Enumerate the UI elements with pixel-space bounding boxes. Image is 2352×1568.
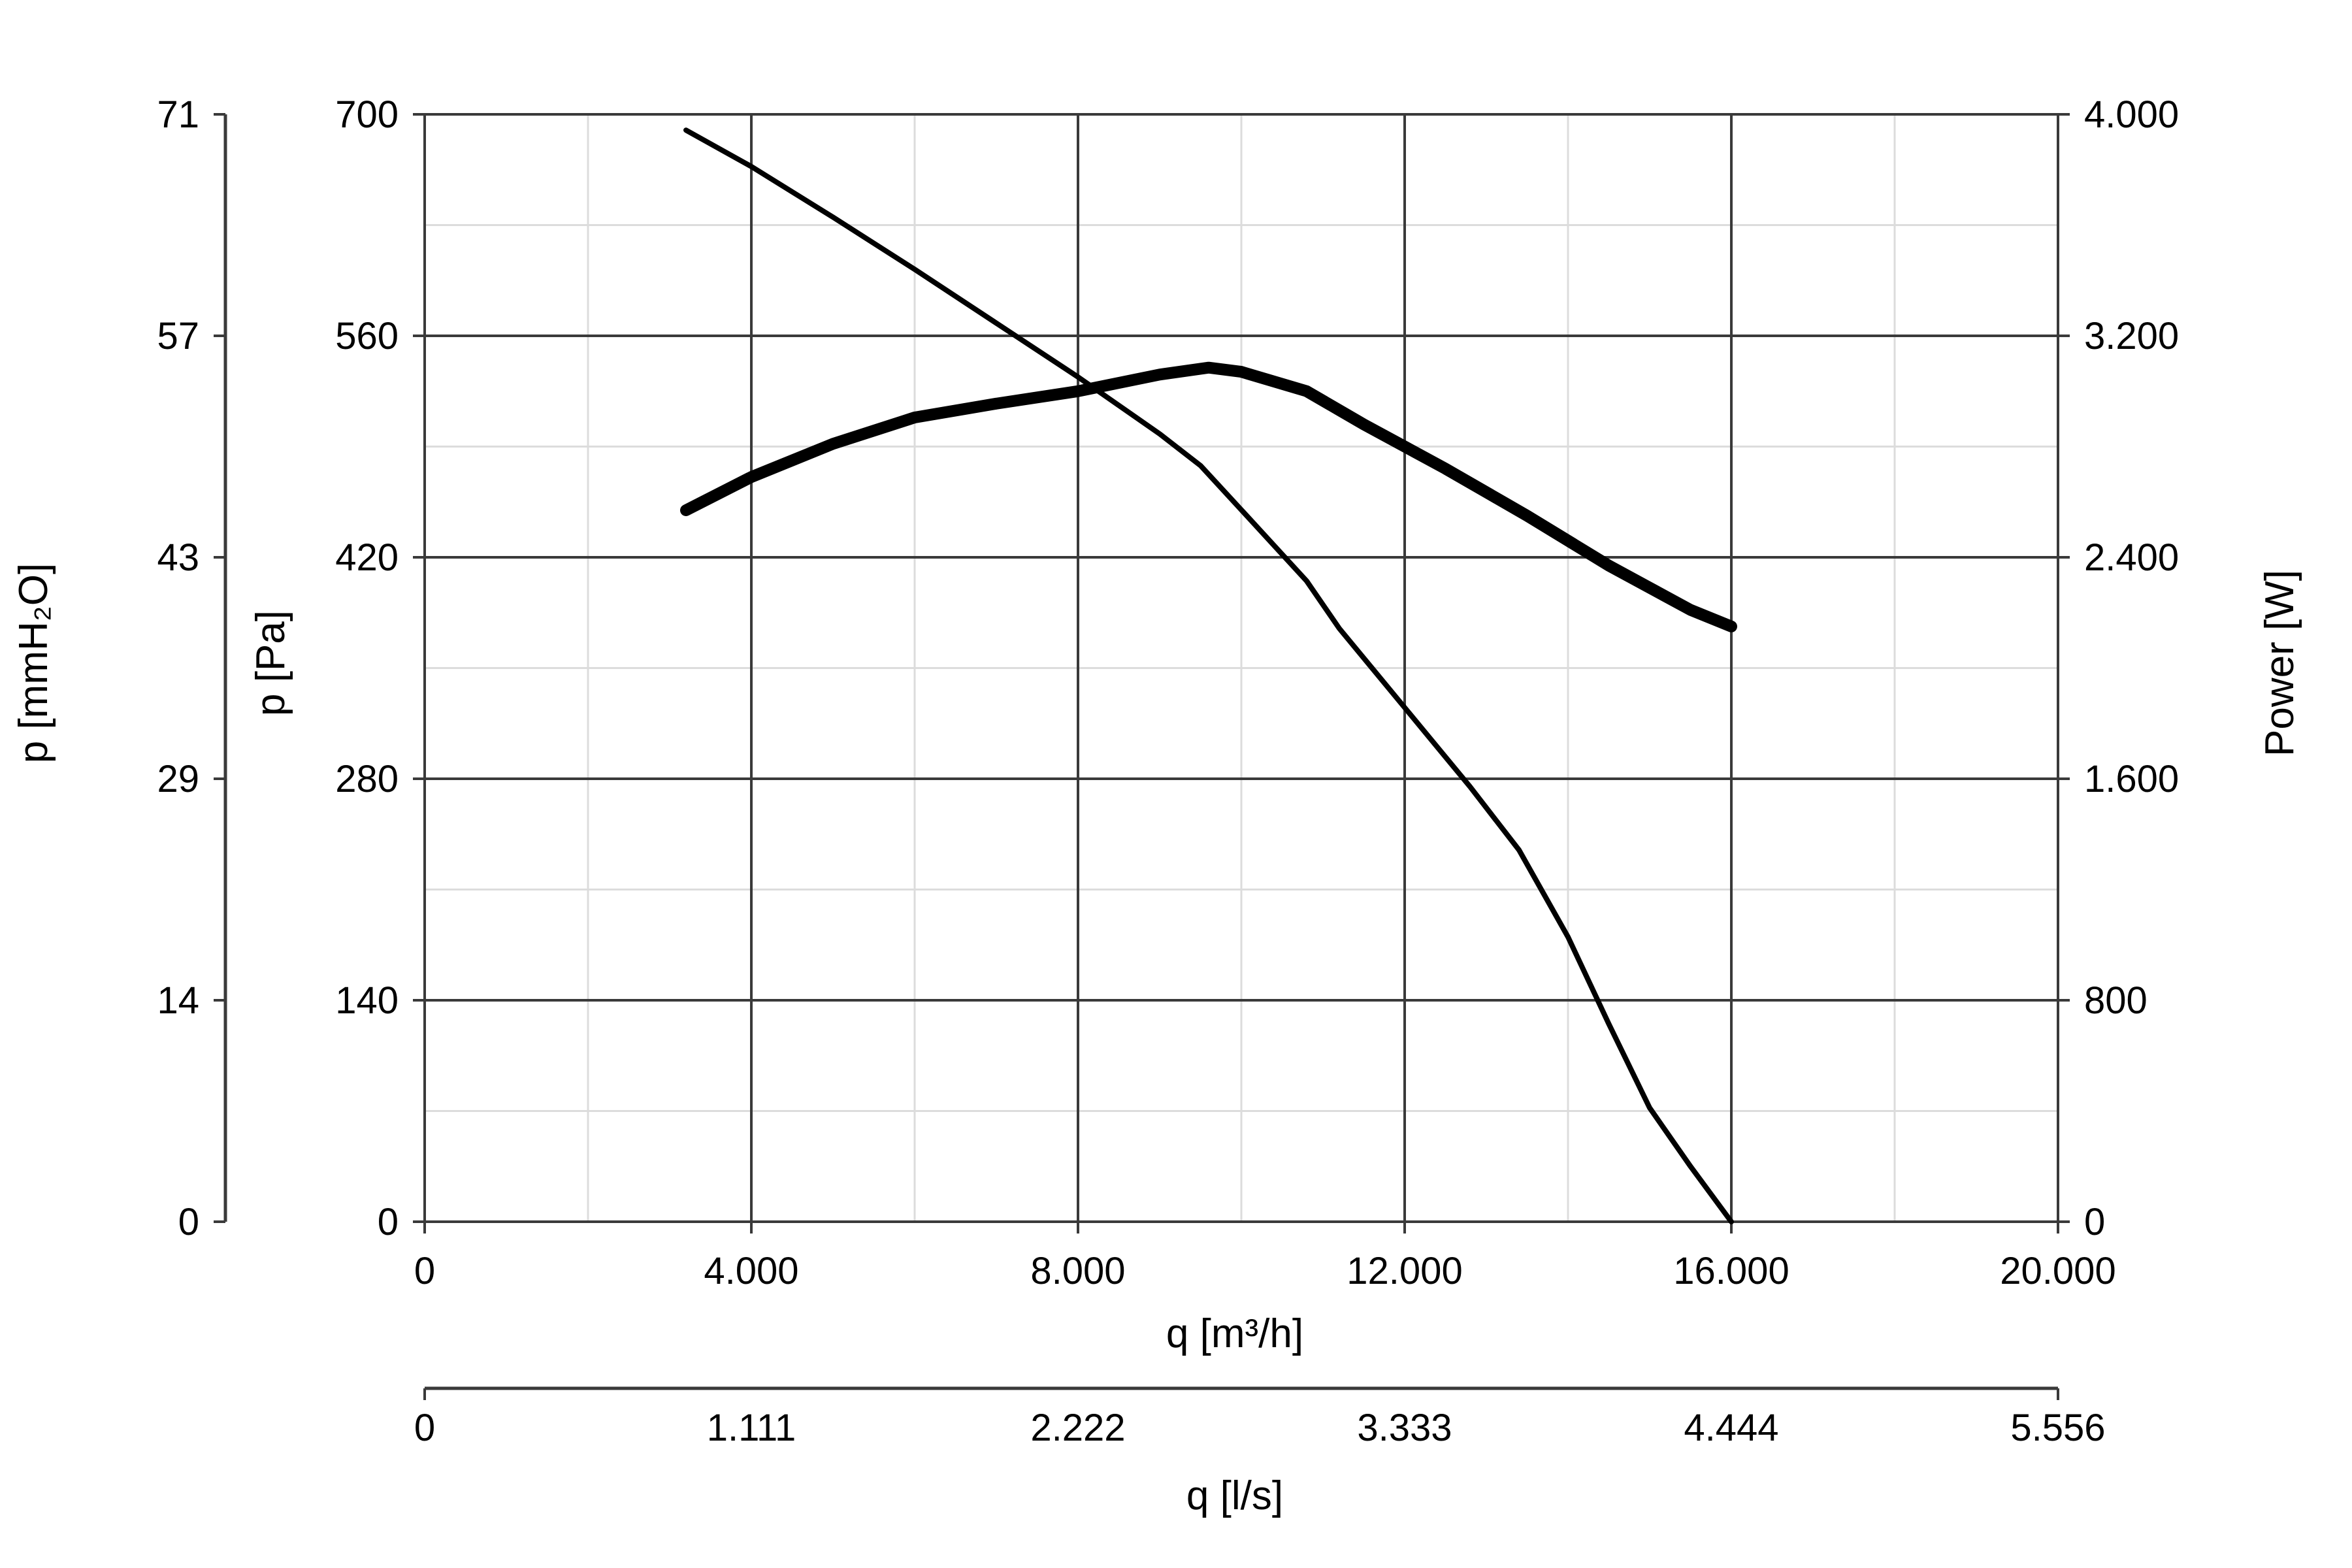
- y-left-outer-tick-label: 0: [178, 1201, 199, 1243]
- x-tick-label: 8.000: [1030, 1250, 1125, 1292]
- x-secondary-tick-label: 5.556: [2010, 1407, 2105, 1449]
- minor-grid: [425, 114, 2058, 1222]
- x-secondary-axis-title: q [l/s]: [1186, 1473, 1283, 1518]
- series-layer: [680, 127, 1737, 1224]
- x-tick-label: 16.000: [1673, 1250, 1789, 1292]
- major-grid: [423, 113, 2059, 1223]
- x-tick-label: 0: [414, 1250, 435, 1292]
- x-tick-label: 12.000: [1347, 1250, 1462, 1292]
- y-left-tick-label: 420: [335, 536, 399, 579]
- x-secondary-tick-label: 1.111: [707, 1407, 796, 1449]
- tick-labels: 0 4.000 8.000 12.000 16.000 20.000 0 1.111 2.222…: [157, 93, 2179, 1449]
- y-right-tick-label: 1.600: [2084, 758, 2179, 800]
- x-secondary-tick-label: 0: [414, 1407, 435, 1449]
- y-left-tick-label: 560: [335, 315, 399, 357]
- x-tick-label: 4.000: [704, 1250, 798, 1292]
- y-left-outer-axis-title: p [mmH₂O]: [11, 563, 56, 764]
- x-tick-label: 20.000: [2000, 1250, 2115, 1292]
- x-axis-title: q [m³/h]: [1166, 1311, 1303, 1356]
- y-left-axis-title: p [Pa]: [248, 610, 293, 716]
- y-left-tick-label: 140: [335, 979, 399, 1022]
- y-right-tick-label: 4.000: [2084, 93, 2179, 136]
- y-left-outer-tick-label: 14: [157, 979, 199, 1022]
- axes: [214, 113, 2070, 1400]
- pressure-curve: [683, 127, 1734, 1224]
- y-left-outer-tick-label: 29: [157, 758, 199, 800]
- y-left-tick-label: 280: [335, 758, 399, 800]
- x-secondary-tick-label: 4.444: [1684, 1407, 1778, 1449]
- x-secondary-tick-label: 2.222: [1030, 1407, 1125, 1449]
- y-right-axis-title: Power [W]: [2257, 570, 2302, 757]
- x-secondary-tick-label: 3.333: [1357, 1407, 1452, 1449]
- y-right-tick-label: 3.200: [2084, 315, 2179, 357]
- y-right-tick-label: 2.400: [2084, 536, 2179, 579]
- y-right-tick-label: 800: [2084, 979, 2148, 1022]
- y-left-outer-tick-label: 43: [157, 536, 199, 579]
- y-left-outer-tick-label: 57: [157, 315, 199, 357]
- y-left-tick-label: 0: [378, 1201, 399, 1243]
- y-right-tick-label: 0: [2084, 1201, 2105, 1243]
- power-curve: [680, 361, 1737, 632]
- y-left-tick-label: 700: [335, 93, 399, 136]
- y-left-outer-tick-label: 71: [157, 93, 199, 136]
